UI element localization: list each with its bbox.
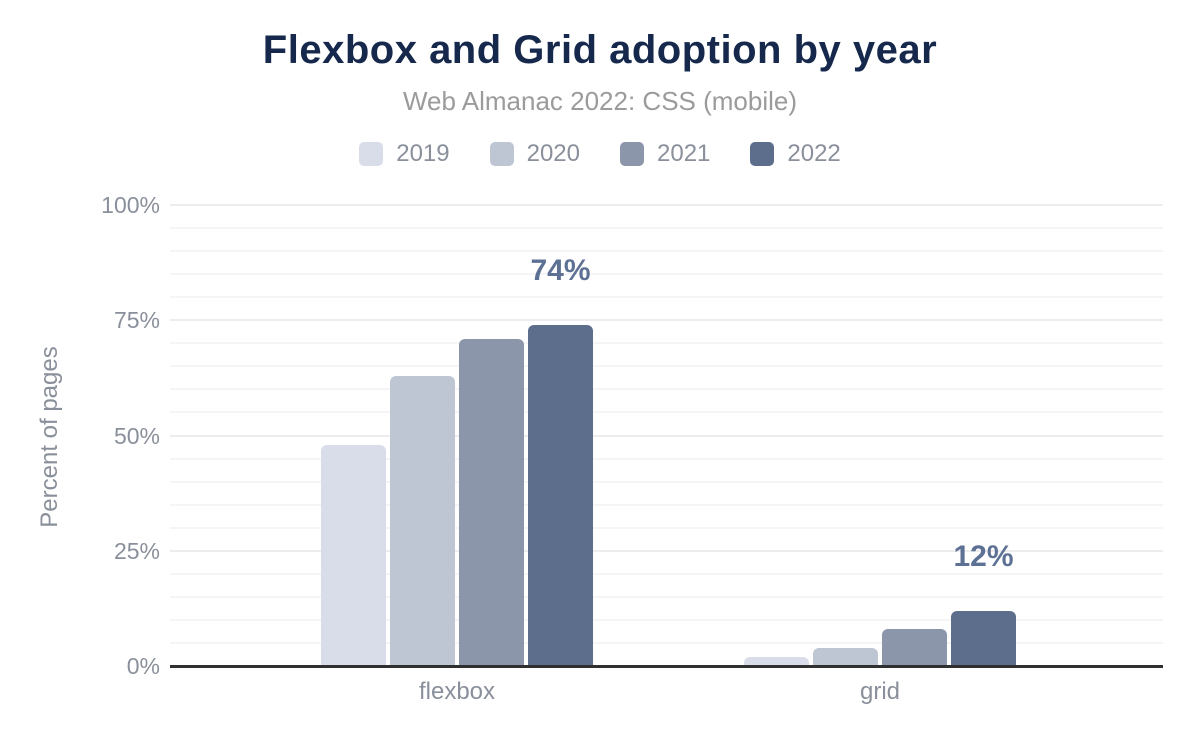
bar-grid-2021 [882,629,947,666]
bar-grid-2022 [951,610,1016,666]
legend-swatch [750,142,775,166]
legend-item: 2020 [489,140,580,168]
bar-flexbox-2020 [390,375,455,666]
bar-grid-2020 [813,647,878,666]
bar-flexbox-2019 [321,444,386,666]
bar-flexbox-2022 [528,324,593,666]
minor-gridline [170,388,1163,391]
major-gridline [170,204,1163,206]
x-axis-line [170,665,1163,668]
legend-label: 2022 [787,140,841,167]
major-gridline [170,549,1163,552]
y-axis-tick-label: 25% [113,537,160,564]
minor-gridline [170,480,1163,483]
major-gridline [170,434,1163,437]
minor-gridline [170,296,1163,299]
minor-gridline [170,342,1163,345]
plot-area: 74% 12% [170,204,1163,666]
legend-label: 2020 [526,140,580,167]
legend-swatch [620,142,644,166]
minor-gridline [170,526,1163,529]
y-axis-tick-label: 75% [113,307,160,334]
minor-gridline [170,618,1163,621]
bar-value-label: 12% [953,539,1014,573]
bar-group-grid [744,205,1016,666]
y-axis-tick-label: 100% [101,192,160,218]
legend-label: 2021 [657,140,711,167]
legend-label: 2019 [396,140,450,167]
page-title: Flexbox and Grid adoption by year [262,28,938,72]
minor-gridline [170,365,1163,368]
minor-gridline [170,572,1163,575]
major-gridline [170,319,1163,322]
chart-subtitle: Web Almanac 2022: CSS (mobile) [402,86,798,116]
minor-gridline [170,595,1163,598]
legend-swatch [489,142,514,166]
x-axis-category-label: grid [859,678,901,705]
y-axis-tick-label: 0% [126,653,160,679]
bar-value-label: 74% [530,253,591,287]
legend-item: 2021 [620,140,710,168]
bar-grid-2019 [744,656,809,666]
minor-gridline [170,273,1163,276]
legend-item: 2019 [359,140,450,168]
y-axis-tick-label: 50% [113,422,160,449]
bar-flexbox-2021 [459,338,524,666]
minor-gridline [170,227,1163,230]
legend-item: 2022 [750,140,841,168]
minor-gridline [170,641,1163,644]
legend: 2019 2020 2021 2022 [0,140,1200,168]
bar-group-flexbox [321,205,593,666]
minor-gridline [170,250,1163,253]
legend-swatch [359,142,384,166]
minor-gridline [170,411,1163,414]
x-axis-category-label: flexbox [418,678,496,705]
minor-gridline [170,503,1163,506]
minor-gridline [170,457,1163,460]
